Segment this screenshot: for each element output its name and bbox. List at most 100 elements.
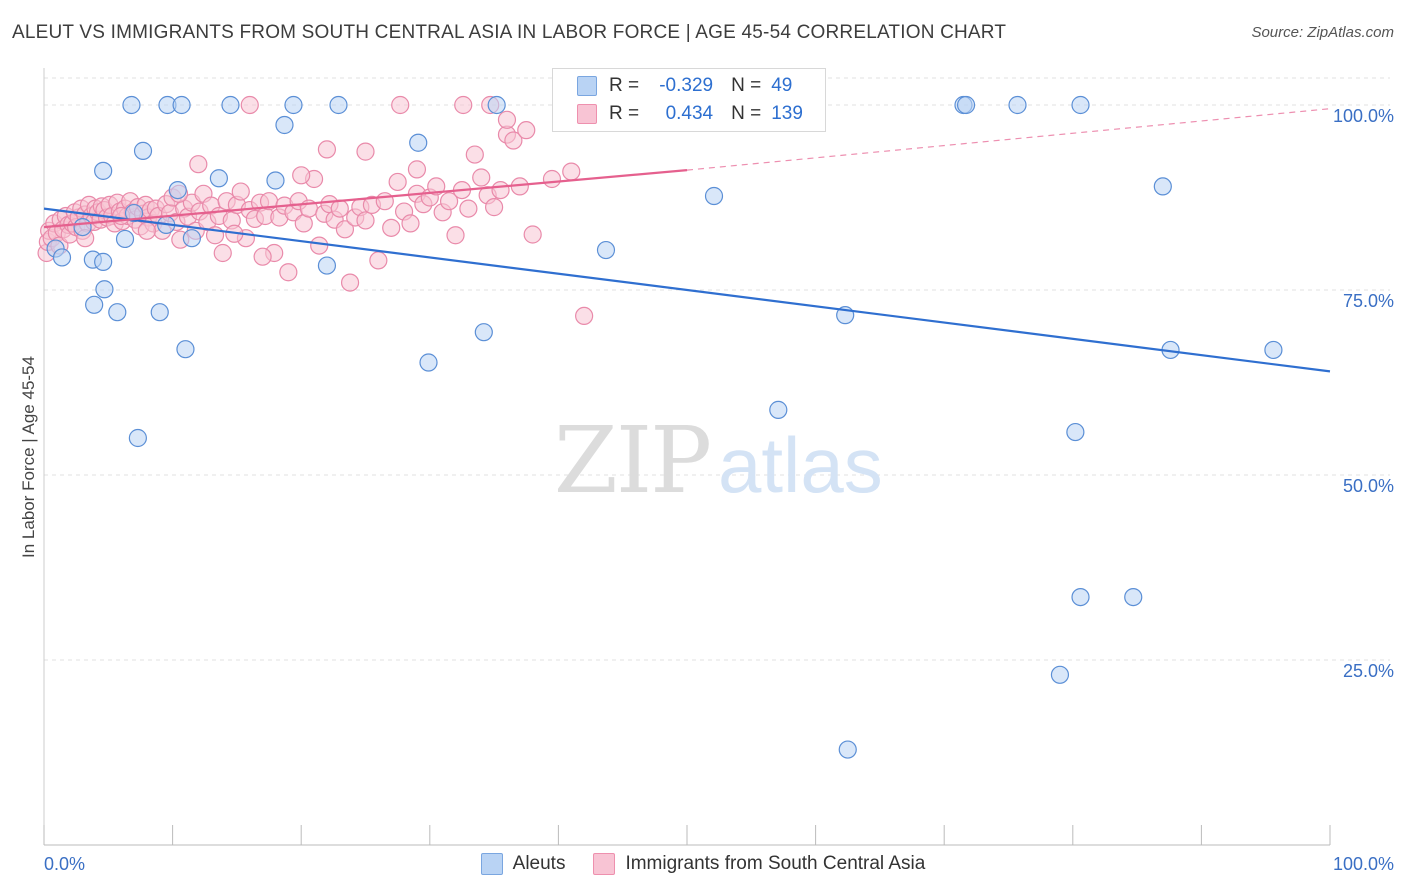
data-point — [150, 303, 169, 322]
data-point — [487, 95, 506, 115]
x-tick-label-min: 0.0% — [44, 854, 85, 874]
data-point — [73, 218, 92, 237]
data-point — [137, 221, 156, 240]
watermark-atlas: atlas — [718, 421, 883, 509]
x-tick-label-max: 100.0% — [1333, 854, 1394, 874]
r-label: R = — [609, 103, 640, 124]
data-point — [1050, 665, 1070, 684]
data-point — [240, 95, 259, 115]
watermark-zip: ZIP — [554, 407, 710, 514]
grid-layer — [44, 77, 1390, 661]
chart-title: ALEUT VS IMMIGRANTS FROM SOUTH CENTRAL A… — [12, 22, 1007, 43]
chart-source: Source: ZipAtlas.com — [1251, 24, 1394, 41]
r-value: -0.329 — [659, 75, 714, 96]
series-blue-points — [46, 95, 1283, 759]
data-point — [95, 280, 114, 299]
legend-label: Immigrants from South Central Asia — [625, 853, 926, 874]
data-point — [356, 211, 375, 230]
data-point — [472, 168, 491, 187]
data-point — [517, 121, 536, 140]
stats-swatch-blue — [577, 76, 597, 96]
data-point — [284, 95, 303, 115]
data-point — [439, 192, 459, 211]
data-point — [133, 141, 153, 160]
data-point — [221, 95, 240, 115]
data-point — [401, 214, 420, 233]
data-point — [213, 243, 232, 263]
data-point — [407, 160, 427, 179]
n-value: 139 — [771, 103, 803, 124]
x-ticks — [43, 825, 1331, 845]
stats-row-aleuts: R = -0.329 N = 49 — [577, 73, 792, 99]
data-point — [485, 198, 504, 217]
data-point — [329, 95, 348, 115]
data-point — [124, 203, 144, 223]
data-point — [108, 303, 127, 322]
data-point — [317, 140, 337, 159]
watermark: ZIP atlas — [554, 407, 883, 514]
data-point — [1071, 95, 1090, 115]
data-point — [115, 229, 135, 249]
data-point — [454, 95, 473, 115]
data-point — [419, 353, 438, 372]
data-point — [391, 95, 410, 115]
data-point — [465, 145, 484, 164]
data-point — [172, 95, 191, 115]
correlation-stats-box: R = -0.329 N = 49 R = 0.434 N = 139 — [552, 68, 826, 132]
legend-item-immigrants[interactable]: Immigrants from South Central Asia — [593, 853, 925, 875]
data-point — [335, 220, 355, 239]
trend-line-immigrants — [43, 169, 688, 229]
data-point — [317, 256, 337, 275]
legend-swatch-pink — [593, 853, 616, 875]
data-point — [596, 240, 616, 260]
data-point — [1071, 587, 1090, 607]
data-point — [542, 169, 562, 189]
chart-legend: Aleuts Immigrants from South Central Asi… — [0, 852, 1406, 876]
y-tick-label: 100.0% — [1333, 106, 1394, 126]
y-axis-title: In Labor Force | Age 45-54 — [19, 356, 38, 558]
data-point — [292, 166, 311, 185]
data-point — [182, 229, 201, 248]
data-point — [504, 131, 523, 150]
r-value: 0.434 — [665, 103, 714, 124]
data-point — [497, 110, 517, 129]
data-point — [94, 161, 113, 180]
data-point — [189, 155, 208, 174]
data-point — [128, 428, 147, 448]
data-point — [1153, 177, 1172, 196]
n-label: N = — [731, 103, 762, 124]
r-label: R = — [609, 75, 640, 96]
data-point — [1066, 422, 1085, 442]
data-point — [85, 295, 104, 314]
y-tick-label: 75.0% — [1343, 291, 1394, 311]
legend-item-aleuts[interactable]: Aleuts — [480, 853, 566, 875]
data-point — [427, 177, 446, 196]
stats-swatch-pink — [577, 104, 597, 124]
data-point — [409, 133, 428, 152]
data-point — [275, 115, 294, 135]
data-point — [52, 248, 72, 267]
data-point — [956, 95, 976, 115]
data-point — [474, 323, 493, 342]
data-point — [562, 162, 581, 181]
n-value: 49 — [771, 75, 793, 96]
y-tick-labels: 25.0% 50.0% 75.0% 100.0% — [1333, 106, 1394, 681]
data-point — [176, 340, 195, 359]
data-point — [382, 218, 401, 237]
data-point — [375, 192, 394, 211]
legend-label: Aleuts — [512, 853, 566, 874]
data-point — [94, 252, 113, 271]
data-point — [356, 142, 375, 161]
trend-line-aleuts — [43, 207, 1331, 373]
data-point — [704, 186, 724, 206]
data-point — [253, 247, 272, 266]
data-point — [279, 263, 298, 282]
trend-line-immigrants-extension — [686, 108, 1331, 171]
data-point — [122, 95, 141, 115]
data-point — [1264, 340, 1283, 360]
data-point — [369, 251, 388, 270]
y-tick-label: 50.0% — [1343, 476, 1394, 496]
data-point — [1008, 95, 1027, 115]
data-point — [266, 171, 285, 190]
